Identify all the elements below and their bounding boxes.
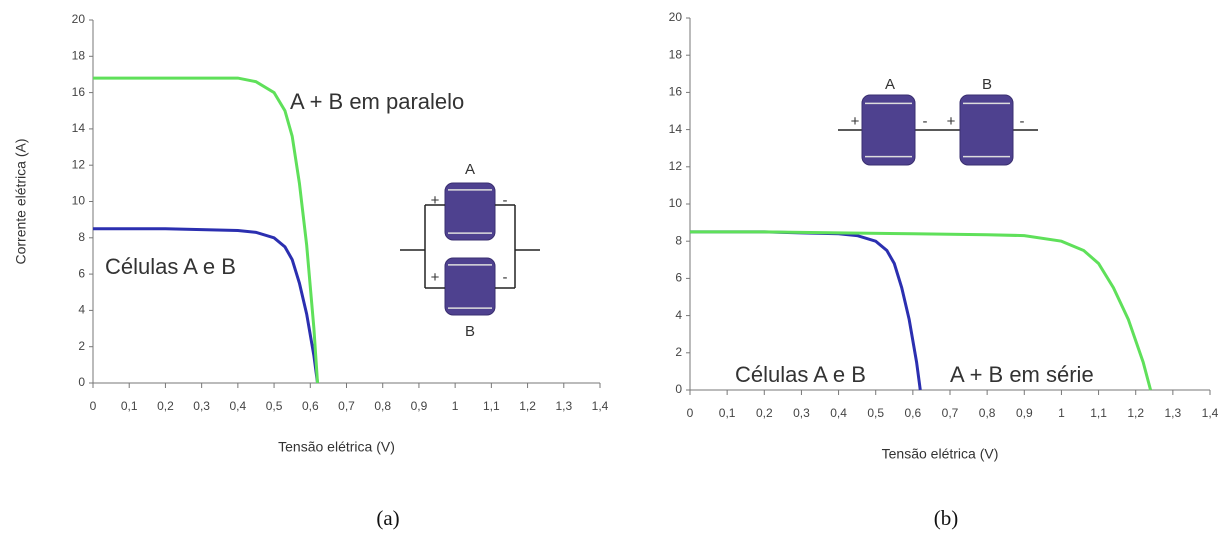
y-tick-label: 0 <box>78 375 85 389</box>
y-tick-label: 16 <box>72 85 86 99</box>
y-tick-label: 20 <box>669 10 683 24</box>
inset-label: A <box>465 161 475 178</box>
y-tick-label: 2 <box>675 345 682 359</box>
solar-cell <box>444 257 496 316</box>
series-label: Células A e B <box>105 254 236 279</box>
y-tick-label: 2 <box>78 339 85 353</box>
y-tick-label: 18 <box>72 48 86 62</box>
x-tick-label: 1,3 <box>1165 406 1182 420</box>
x-tick-label: 1 <box>452 399 459 413</box>
x-tick-label: 0,6 <box>905 406 922 420</box>
inset-label: - <box>503 192 508 209</box>
x-tick-label: 0,1 <box>719 406 736 420</box>
x-tick-label: 1,3 <box>555 399 572 413</box>
x-tick-label: 0,4 <box>230 399 247 413</box>
caption: (b) <box>934 506 959 530</box>
x-tick-label: 0,2 <box>756 406 773 420</box>
y-tick-label: 4 <box>675 308 682 322</box>
series-line <box>93 227 320 384</box>
y-tick-label: 6 <box>78 266 85 280</box>
x-tick-label: 0,5 <box>266 399 283 413</box>
inset-label: + <box>431 269 440 286</box>
series-line <box>93 76 320 384</box>
y-tick-label: 0 <box>675 382 682 396</box>
inset-label: B <box>465 323 475 340</box>
y-tick-label: 4 <box>78 303 85 317</box>
x-tick-label: 1,2 <box>1127 406 1144 420</box>
y-axis-title: Corrente elétrica (A) <box>13 138 29 264</box>
y-tick-label: 14 <box>72 121 86 135</box>
x-tick-label: 0,1 <box>121 399 138 413</box>
x-tick-label: 1,4 <box>592 399 609 413</box>
x-tick-label: 0,3 <box>193 399 210 413</box>
inset-label: + <box>851 113 860 130</box>
x-tick-label: 0,9 <box>411 399 428 413</box>
x-tick-label: 1,1 <box>1090 406 1107 420</box>
series-label: A + B em série <box>950 362 1094 387</box>
y-tick-label: 10 <box>72 194 86 208</box>
x-axis-title: Tensão elétrica (V) <box>882 446 999 462</box>
inset-label: A <box>885 76 895 93</box>
x-tick-label: 1,1 <box>483 399 500 413</box>
x-tick-label: 0,2 <box>157 399 174 413</box>
solar-cell <box>861 94 916 166</box>
x-tick-label: 0,6 <box>302 399 319 413</box>
inset-label: - <box>1020 113 1025 130</box>
x-tick-label: 1 <box>1058 406 1065 420</box>
x-tick-label: 0,9 <box>1016 406 1033 420</box>
x-tick-label: 0,7 <box>338 399 355 413</box>
solar-cell <box>444 182 496 241</box>
y-tick-label: 20 <box>72 12 86 26</box>
series-label: A + B em paralelo <box>290 89 464 114</box>
solar-cell <box>959 94 1014 166</box>
x-tick-label: 0,8 <box>979 406 996 420</box>
y-tick-label: 10 <box>669 196 683 210</box>
series-line <box>690 230 1153 391</box>
inset-label: - <box>503 269 508 286</box>
y-tick-label: 8 <box>78 230 85 244</box>
x-tick-label: 0,3 <box>793 406 810 420</box>
x-tick-label: 0,4 <box>830 406 847 420</box>
x-tick-label: 0 <box>90 399 97 413</box>
x-tick-label: 0 <box>687 406 694 420</box>
y-tick-label: 6 <box>675 271 682 285</box>
inset-label: + <box>431 192 440 209</box>
x-tick-label: 1,2 <box>519 399 536 413</box>
y-tick-label: 18 <box>669 47 683 61</box>
x-tick-label: 0,5 <box>867 406 884 420</box>
y-tick-label: 8 <box>675 233 682 247</box>
x-axis-title: Tensão elétrica (V) <box>278 439 395 455</box>
y-tick-label: 12 <box>669 159 683 173</box>
inset-label: B <box>982 76 992 93</box>
y-tick-label: 12 <box>72 157 86 171</box>
series-label: Células A e B <box>735 362 866 387</box>
x-tick-label: 0,8 <box>374 399 391 413</box>
x-tick-label: 0,7 <box>942 406 959 420</box>
inset-label: + <box>947 113 956 130</box>
caption: (a) <box>376 506 399 530</box>
y-tick-label: 16 <box>669 85 683 99</box>
inset-label: - <box>923 113 928 130</box>
y-tick-label: 14 <box>669 122 683 136</box>
x-tick-label: 1,4 <box>1202 406 1219 420</box>
